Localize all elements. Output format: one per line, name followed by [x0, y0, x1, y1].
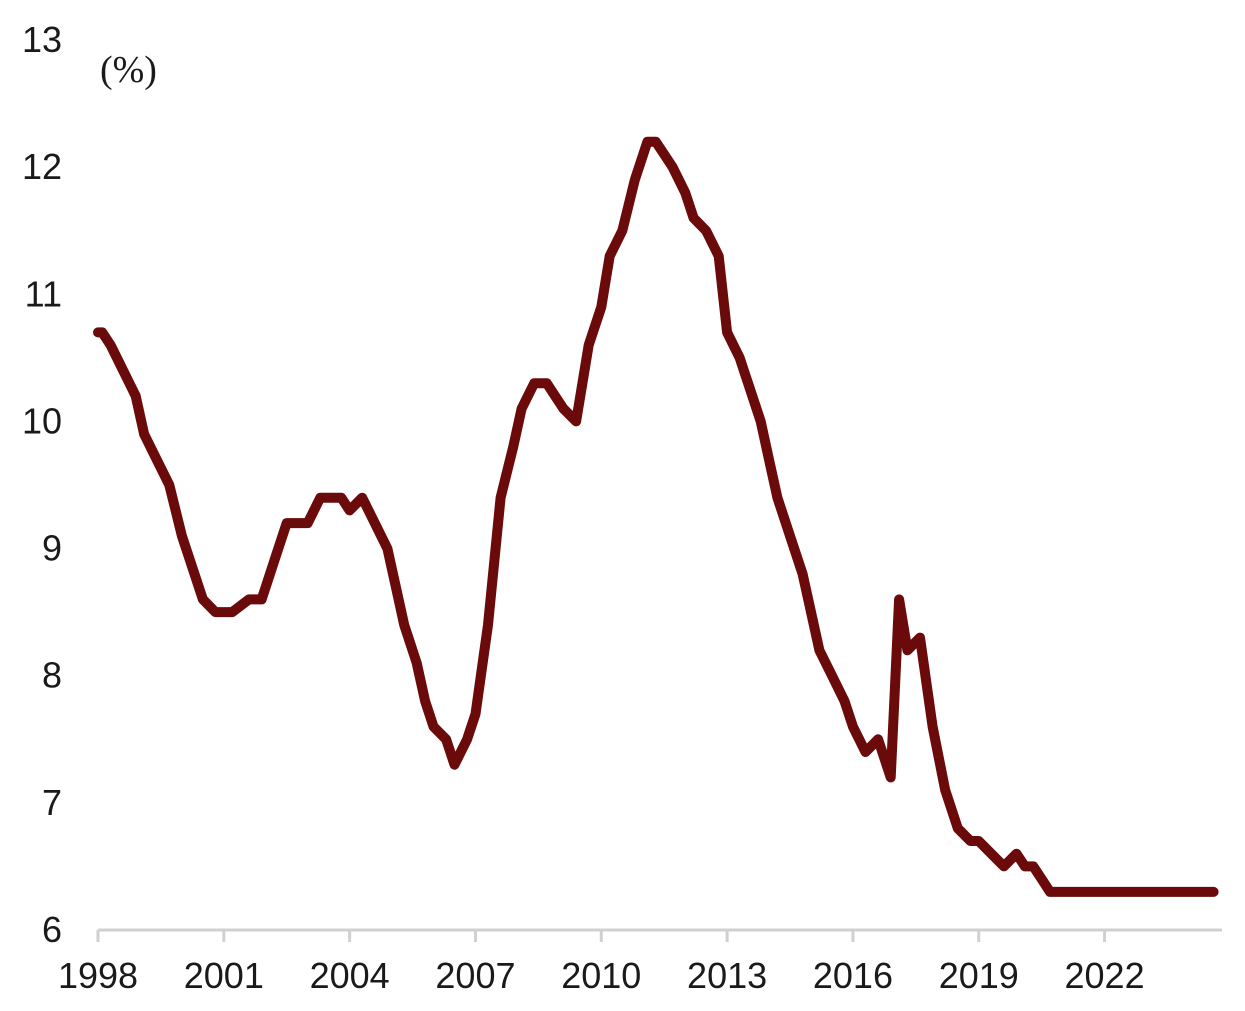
x-axis: 1998 2001 2004 2007 2010 2013 2016 2019 2022 — [58, 928, 1222, 996]
y-tick-label: 10 — [22, 400, 62, 441]
x-tick-label: 2010 — [561, 955, 641, 996]
y-tick-label: 9 — [42, 528, 62, 569]
x-tick-label: 2007 — [435, 955, 515, 996]
x-tick-label: 2019 — [939, 955, 1019, 996]
y-tick-label: 6 — [42, 909, 62, 950]
y-tick-label: 12 — [22, 146, 62, 187]
y-axis-ticks: 6 7 8 9 10 11 12 13 — [22, 19, 62, 950]
y-tick-label: 7 — [42, 782, 62, 823]
x-tick-label: 2004 — [310, 955, 390, 996]
x-tick-label: 2001 — [184, 955, 264, 996]
x-tick-label: 2022 — [1065, 955, 1145, 996]
y-tick-label: 13 — [22, 19, 62, 60]
series-line — [93, 136, 1219, 897]
unit-label: (%) — [100, 49, 157, 91]
y-tick-label: 11 — [25, 273, 62, 314]
x-tick-label: 2013 — [687, 955, 767, 996]
y-tick-label: 8 — [42, 655, 62, 696]
x-tick-label: 2016 — [813, 955, 893, 996]
x-tick-label: 1998 — [58, 955, 138, 996]
series-group — [93, 136, 1219, 897]
